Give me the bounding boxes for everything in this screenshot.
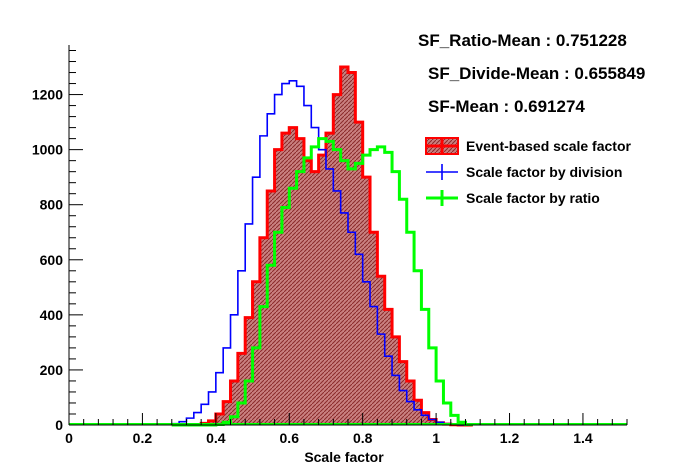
legend-item: Scale factor by division	[426, 164, 622, 180]
y-tick-label: 1000	[32, 142, 63, 158]
series-ratio-line	[171, 137, 475, 427]
legend-item: Event-based scale factor	[425, 137, 632, 155]
x-tick-label: 0.4	[206, 430, 226, 446]
y-tick-label: 0	[55, 417, 63, 433]
x-tick-label: 0.6	[280, 430, 300, 446]
x-tick-label: 1	[432, 430, 440, 446]
x-tick-label: 1.4	[573, 430, 593, 446]
y-tick-label: 200	[40, 362, 64, 378]
y-tick-label: 400	[40, 307, 64, 323]
x-tick-label: 0.2	[133, 430, 153, 446]
x-tick-label: 0.8	[353, 430, 373, 446]
legend-item: Scale factor by ratio	[426, 190, 600, 206]
stat-ratio-mean: SF_Ratio-Mean : 0.751228	[418, 31, 627, 50]
legend: Event-based scale factor Scale factor by …	[425, 137, 632, 206]
y-tick-label: 1200	[32, 87, 63, 103]
legend-label: Scale factor by ratio	[466, 190, 600, 206]
y-tick-label: 600	[40, 252, 64, 268]
legend-label: Event-based scale factor	[466, 138, 632, 154]
legend-label: Scale factor by division	[466, 164, 622, 180]
stat-divide-mean: SF_Divide-Mean : 0.655849	[428, 64, 646, 83]
stat-sf-mean: SF-Mean : 0.691274	[428, 97, 585, 116]
series-event-based-fill	[171, 67, 473, 425]
x-axis-title: Scale factor	[304, 449, 384, 465]
axes-layer: 0 0.2 0.4 0.6 0.8 1 1.2 1.4 0 200 400 600 800 1000 120…	[32, 45, 628, 465]
y-tick-label: 800	[40, 197, 64, 213]
series-layer	[69, 65, 627, 427]
x-tick-label: 1.2	[500, 430, 520, 446]
x-tick-label: 0	[65, 430, 73, 446]
